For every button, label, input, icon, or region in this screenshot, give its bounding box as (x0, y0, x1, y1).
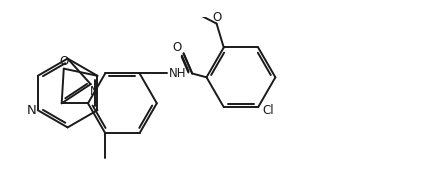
Text: NH: NH (169, 67, 186, 80)
Text: O: O (172, 41, 182, 54)
Text: Cl: Cl (262, 105, 273, 117)
Text: O: O (59, 55, 68, 68)
Text: N: N (27, 104, 37, 117)
Text: N: N (90, 85, 99, 98)
Text: O: O (212, 11, 222, 24)
